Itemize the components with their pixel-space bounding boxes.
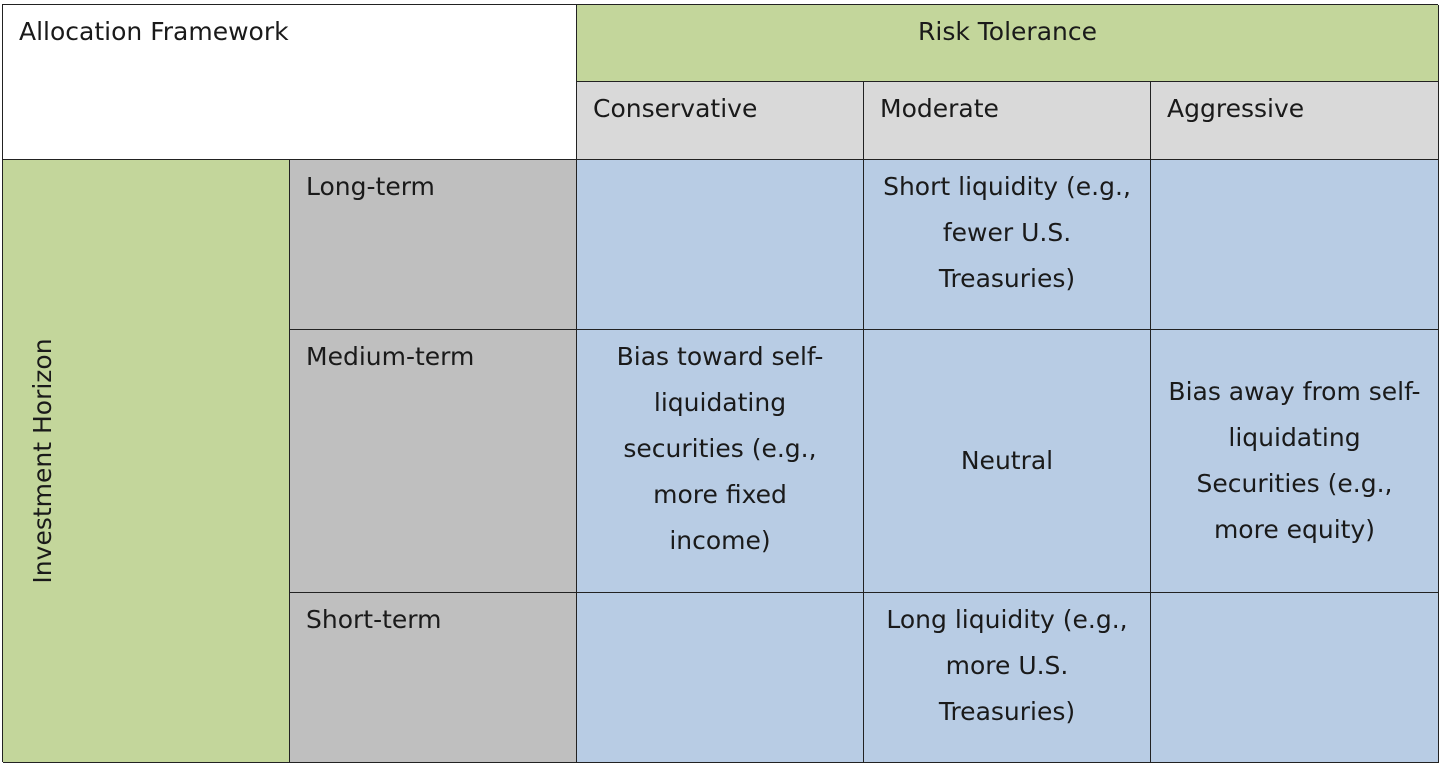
cell-medium-conservative: Bias toward self-liquidating securities … xyxy=(577,330,864,593)
cell-long-moderate: Short liquidity (e.g., fewer U.S. Treasu… xyxy=(864,160,1151,330)
investment-horizon-header: Investment Horizon xyxy=(3,160,290,763)
cell-short-conservative xyxy=(577,593,864,763)
column-header-moderate: Moderate xyxy=(864,82,1151,160)
column-header-aggressive: Aggressive xyxy=(1151,82,1439,160)
row-label-long-term: Long-term xyxy=(290,160,577,330)
investment-horizon-label: Investment Horizon xyxy=(28,338,57,584)
table-title: Allocation Framework xyxy=(3,5,577,160)
allocation-framework-table: Allocation Framework Risk Tolerance Cons… xyxy=(2,4,1439,763)
cell-short-moderate: Long liquidity (e.g., more U.S. Treasuri… xyxy=(864,593,1151,763)
cell-long-aggressive xyxy=(1151,160,1439,330)
row-label-medium-term: Medium-term xyxy=(290,330,577,593)
row-label-short-term: Short-term xyxy=(290,593,577,763)
cell-medium-aggressive: Bias away from self-liquidating Securiti… xyxy=(1151,330,1439,593)
column-header-conservative: Conservative xyxy=(577,82,864,160)
cell-medium-moderate: Neutral xyxy=(864,330,1151,593)
cell-long-conservative xyxy=(577,160,864,330)
cell-short-aggressive xyxy=(1151,593,1439,763)
risk-tolerance-header: Risk Tolerance xyxy=(577,5,1439,82)
